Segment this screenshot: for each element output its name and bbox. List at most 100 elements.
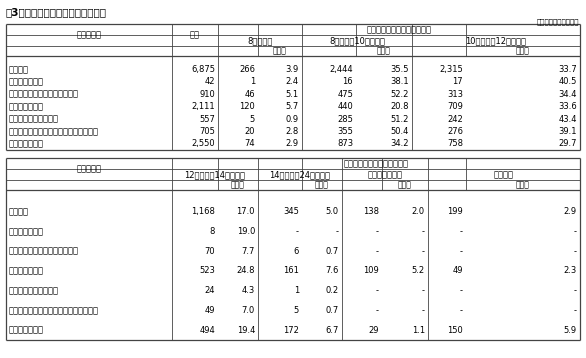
- Text: 313: 313: [447, 90, 463, 99]
- Text: -: -: [460, 286, 463, 295]
- Text: 終　日　営　業: 終 日 営 業: [367, 170, 403, 179]
- Text: 557: 557: [199, 115, 215, 124]
- Text: 織物・衣服・身の回り品小売業: 織物・衣服・身の回り品小売業: [9, 90, 79, 99]
- Text: 33.6: 33.6: [558, 102, 577, 111]
- Text: 7.0: 7.0: [242, 306, 255, 315]
- Text: 家具・じゅう器・家庭用機械器具小売業: 家具・じゅう器・家庭用機械器具小売業: [9, 127, 99, 136]
- Text: 0.7: 0.7: [326, 306, 339, 315]
- Text: 705: 705: [199, 127, 215, 136]
- Text: 10時間以上12時間未満: 10時間以上12時間未満: [465, 36, 526, 45]
- Text: 120: 120: [239, 102, 255, 111]
- Text: -: -: [574, 306, 577, 315]
- Text: 構成比: 構成比: [516, 47, 530, 55]
- Text: 各種商品小売業: 各種商品小売業: [9, 77, 44, 87]
- Text: 16: 16: [342, 77, 353, 87]
- Text: 5.0: 5.0: [326, 207, 339, 216]
- Text: -: -: [574, 247, 577, 256]
- Text: 2.3: 2.3: [564, 266, 577, 275]
- Text: 20.8: 20.8: [390, 102, 409, 111]
- Text: その他の小売業: その他の小売業: [9, 139, 44, 148]
- Text: 12時間以上14時間未満: 12時間以上14時間未満: [185, 170, 246, 179]
- Text: 5.9: 5.9: [564, 326, 577, 335]
- Text: -: -: [574, 286, 577, 295]
- Text: 70: 70: [205, 247, 215, 256]
- Text: -: -: [422, 286, 425, 295]
- Text: 自動車・自転車小売業: 自動車・自転車小売業: [9, 286, 59, 295]
- Text: 1.1: 1.1: [412, 326, 425, 335]
- Text: 19.4: 19.4: [237, 326, 255, 335]
- Text: 34.2: 34.2: [390, 139, 409, 148]
- Text: 242: 242: [447, 115, 463, 124]
- Text: 38.1: 38.1: [390, 77, 409, 87]
- Text: 構成比: 構成比: [516, 180, 530, 189]
- Text: 20: 20: [244, 127, 255, 136]
- Text: -: -: [460, 247, 463, 256]
- Text: 17.0: 17.0: [237, 207, 255, 216]
- Text: 138: 138: [363, 207, 379, 216]
- Text: 74: 74: [244, 139, 255, 148]
- Text: 40.5: 40.5: [558, 77, 577, 87]
- Text: 8時間未満: 8時間未満: [247, 36, 272, 45]
- Text: 276: 276: [447, 127, 463, 136]
- Text: -: -: [574, 227, 577, 236]
- Text: 5: 5: [250, 115, 255, 124]
- Text: 自動車・自転車小売業: 自動車・自転車小売業: [9, 115, 59, 124]
- Text: 109: 109: [363, 266, 379, 275]
- Text: 29.7: 29.7: [558, 139, 577, 148]
- Text: 2.0: 2.0: [412, 207, 425, 216]
- Text: 表3　小売業の営業時間別事業所数: 表3 小売業の営業時間別事業所数: [6, 7, 107, 17]
- Text: 161: 161: [283, 266, 299, 275]
- Text: （単位：事業所、％）: （単位：事業所、％）: [537, 18, 579, 25]
- Text: 5.1: 5.1: [286, 90, 299, 99]
- Text: 構成比: 構成比: [377, 47, 391, 55]
- Text: 小売業計: 小売業計: [9, 207, 29, 216]
- Text: 42: 42: [205, 77, 215, 87]
- Text: -: -: [376, 227, 379, 236]
- Text: 営　　業　　時　　間　　別: 営 業 時 間 別: [343, 159, 408, 168]
- Text: -: -: [296, 227, 299, 236]
- Text: -: -: [422, 306, 425, 315]
- Text: 50.4: 50.4: [391, 127, 409, 136]
- Text: -: -: [422, 227, 425, 236]
- Text: 51.2: 51.2: [391, 115, 409, 124]
- Text: -: -: [460, 306, 463, 315]
- Text: 24: 24: [205, 286, 215, 295]
- Text: -: -: [422, 247, 425, 256]
- Text: 285: 285: [337, 115, 353, 124]
- Text: 39.1: 39.1: [558, 127, 577, 136]
- Text: 飲食料品小売業: 飲食料品小売業: [9, 102, 44, 111]
- Text: 3.9: 3.9: [286, 65, 299, 74]
- Text: 8時間以上10時間未満: 8時間以上10時間未満: [329, 36, 385, 45]
- Text: -: -: [376, 286, 379, 295]
- Text: 6.7: 6.7: [326, 326, 339, 335]
- Text: 5: 5: [294, 306, 299, 315]
- Text: -: -: [336, 227, 339, 236]
- Text: 6: 6: [294, 247, 299, 256]
- Text: 2,111: 2,111: [192, 102, 215, 111]
- Text: 業　　　種: 業 種: [77, 164, 101, 174]
- Text: 営　　業　　時　　間　　別: 営 業 時 間 別: [366, 25, 431, 34]
- Text: 2,315: 2,315: [440, 65, 463, 74]
- Text: 8: 8: [210, 227, 215, 236]
- Text: 440: 440: [338, 102, 353, 111]
- Text: 構成比: 構成比: [273, 47, 287, 55]
- Text: 5.2: 5.2: [412, 266, 425, 275]
- Text: 34.4: 34.4: [558, 90, 577, 99]
- Text: 7.7: 7.7: [241, 247, 255, 256]
- Text: 7.6: 7.6: [326, 266, 339, 275]
- Text: 不　　詳: 不 詳: [494, 170, 514, 179]
- Text: 2.4: 2.4: [286, 77, 299, 87]
- Text: 46: 46: [244, 90, 255, 99]
- Text: 2.9: 2.9: [286, 139, 299, 148]
- Text: 業　　　種: 業 種: [77, 30, 101, 39]
- Text: 構成比: 構成比: [315, 180, 329, 189]
- Text: -: -: [460, 227, 463, 236]
- Text: 5.7: 5.7: [286, 102, 299, 111]
- Text: 0.9: 0.9: [286, 115, 299, 124]
- Text: 29: 29: [369, 326, 379, 335]
- Text: 873: 873: [337, 139, 353, 148]
- Text: 150: 150: [447, 326, 463, 335]
- Text: 2,444: 2,444: [329, 65, 353, 74]
- Text: 43.4: 43.4: [558, 115, 577, 124]
- Text: 1: 1: [250, 77, 255, 87]
